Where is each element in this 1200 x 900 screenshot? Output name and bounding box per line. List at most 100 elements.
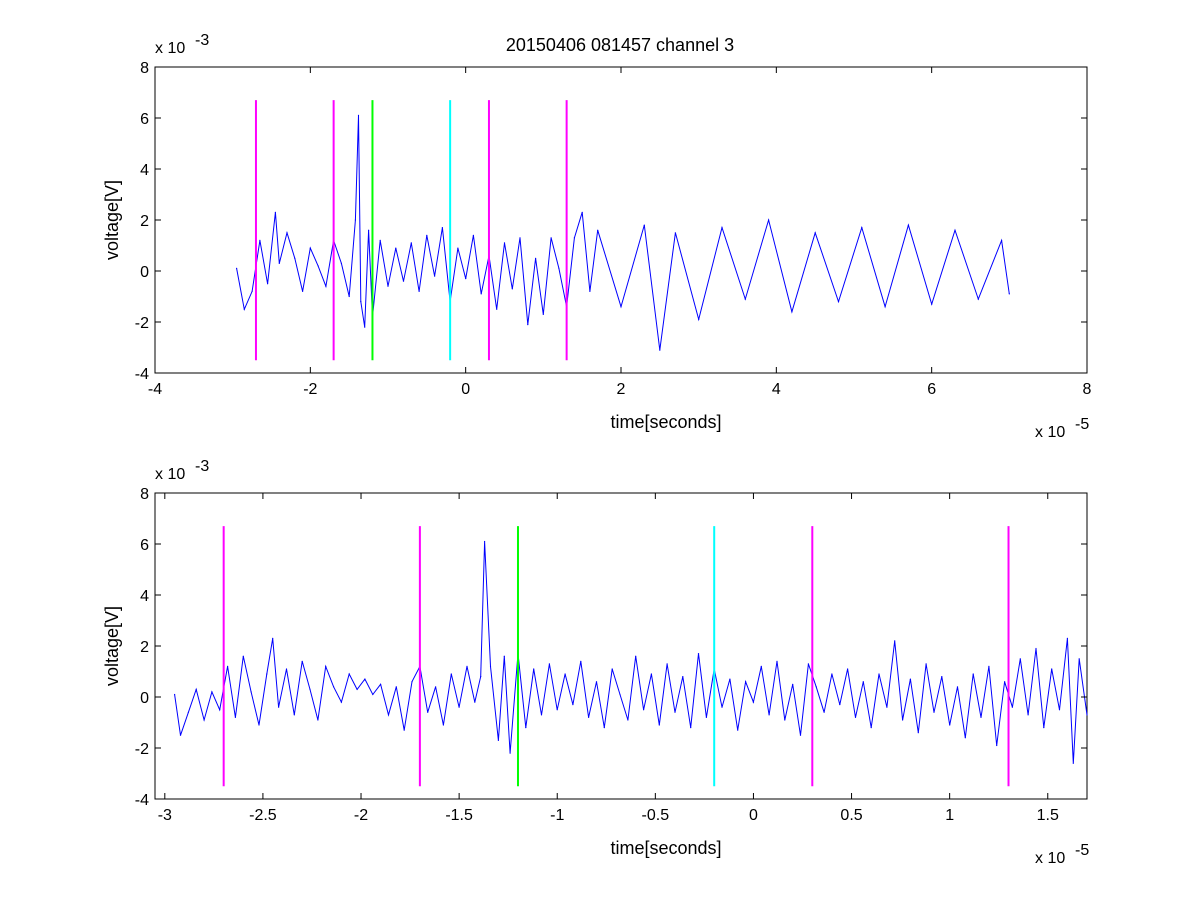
voltage-sample-point [427,711,429,713]
y-multiplier-label: x 10 [155,466,185,483]
voltage-sample-point [219,709,221,711]
y-tick-label: 2 [140,213,149,230]
voltage-sample-point [745,681,747,683]
y-tick-label: 4 [140,588,149,605]
voltage-sample-point [457,247,459,249]
voltage-sample-point [309,688,311,691]
voltage-sample-point [933,711,935,713]
y-multiplier-label: x 10 [155,40,185,57]
y-axis-label: voltage[V] [102,606,122,686]
x-tick-label: -0.5 [642,807,670,824]
x-axis-label: time[seconds] [610,838,721,858]
voltage-sample-point [317,265,319,267]
voltage-sample-point [286,232,288,234]
voltage-sample-point [395,686,397,688]
voltage-sample-point [472,234,474,236]
voltage-sample-point [643,224,645,226]
voltage-sample-point [465,278,467,280]
voltage-sample-point [489,665,492,668]
x-tick-label: 1.5 [1037,807,1059,824]
x-tick-label: 0.5 [840,807,862,824]
voltage-sample-point [250,691,252,693]
voltage-sample-point [1051,668,1053,670]
voltage-sample-point [619,693,621,696]
voltage-sample-point [195,688,197,691]
x-tick-label: 2 [617,381,626,398]
y-tick-label: -4 [135,366,149,383]
voltage-sample-point [603,727,605,729]
voltage-sample-point [497,739,499,742]
voltage-sample-point [203,719,205,721]
voltage-sample-point [243,308,245,310]
voltage-sample-point [988,665,990,668]
voltage-sample-point [267,283,269,285]
voltage-sample-point [354,219,356,221]
voltage-sample-point [1001,239,1003,241]
voltage-sample-point [1035,647,1037,650]
x-tick-label: 4 [772,381,781,398]
x-tick-label: 6 [927,381,936,398]
voltage-sample-point [837,301,840,303]
voltage-sample-point [418,290,420,292]
voltage-sample-point [503,655,505,657]
voltage-sample-point [509,752,511,754]
voltage-sample-point [458,706,460,708]
x-multiplier-label: x 10 [1035,424,1065,441]
voltage-sample-point [682,676,684,678]
voltage-sample-point [211,691,213,693]
voltage-sample-point [573,237,576,239]
x-tick-label: 0 [749,807,758,824]
voltage-sample-point [179,734,182,736]
voltage-sample-point [894,640,896,642]
voltage-sample-point [815,686,817,688]
voltage-sample-point [258,724,260,726]
voltage-sample-point [674,232,677,234]
y-multiplier-exponent: -3 [195,458,209,475]
voltage-sample-point [705,716,708,719]
voltage-sample-point [480,676,482,678]
y-tick-label: 6 [140,537,149,554]
top-subplot: -4 -2 0 2 4 6 8 -4 -2 0 2 4 6 8 time[seconds] voltage[V… [102,32,1092,441]
voltage-sample-point [1004,681,1006,683]
voltage-trace-line [236,115,1010,351]
voltage-sample-point [548,663,551,665]
voltage-sample-point [525,727,527,729]
voltage-sample-point [760,665,762,668]
voltage-sample-point [395,247,397,249]
voltage-sample-point [589,290,591,292]
voltage-sample-point [580,660,582,662]
x-tick-label: -3 [158,807,172,824]
voltage-sample-point [434,275,436,277]
voltage-sample-point [564,673,566,675]
x-multiplier-label: x 10 [1035,850,1065,867]
voltage-sample-point [259,239,261,241]
voltage-sample-point [325,285,327,287]
voltage-sample-point [784,719,786,721]
voltage-sample-point [466,665,468,668]
voltage-sample-point [285,668,288,670]
voltage-sample-point [503,242,506,244]
voltage-sample-point [442,724,444,726]
voltage-sample-point [972,673,974,675]
voltage-sample-point [1008,293,1010,295]
voltage-sample-point [839,704,841,706]
x-axis-label: time[seconds] [610,412,721,432]
voltage-sample-point [558,267,560,269]
voltage-sample-point [659,349,661,351]
voltage-sample-point [931,303,933,305]
voltage-sample-point [627,719,629,721]
voltage-sample-point [909,678,912,680]
voltage-sample-point [1072,762,1074,764]
voltage-sample-point [519,237,521,239]
voltage-sample-point [372,693,374,696]
voltage-sample-point [360,301,362,303]
y-tick-label: -2 [135,315,149,332]
x-tick-label: -2 [303,381,317,398]
voltage-sample-point [941,676,943,678]
bottom-subplot: -3 -2.5 -2 -1.5 -1 -0.5 0 0.5 1 1.5 -4 -2 0 2 4 6 8 time[… [102,458,1089,867]
voltage-sample-point [511,288,513,290]
voltage-sample-point [317,719,319,721]
voltage-sample-point [251,290,253,292]
